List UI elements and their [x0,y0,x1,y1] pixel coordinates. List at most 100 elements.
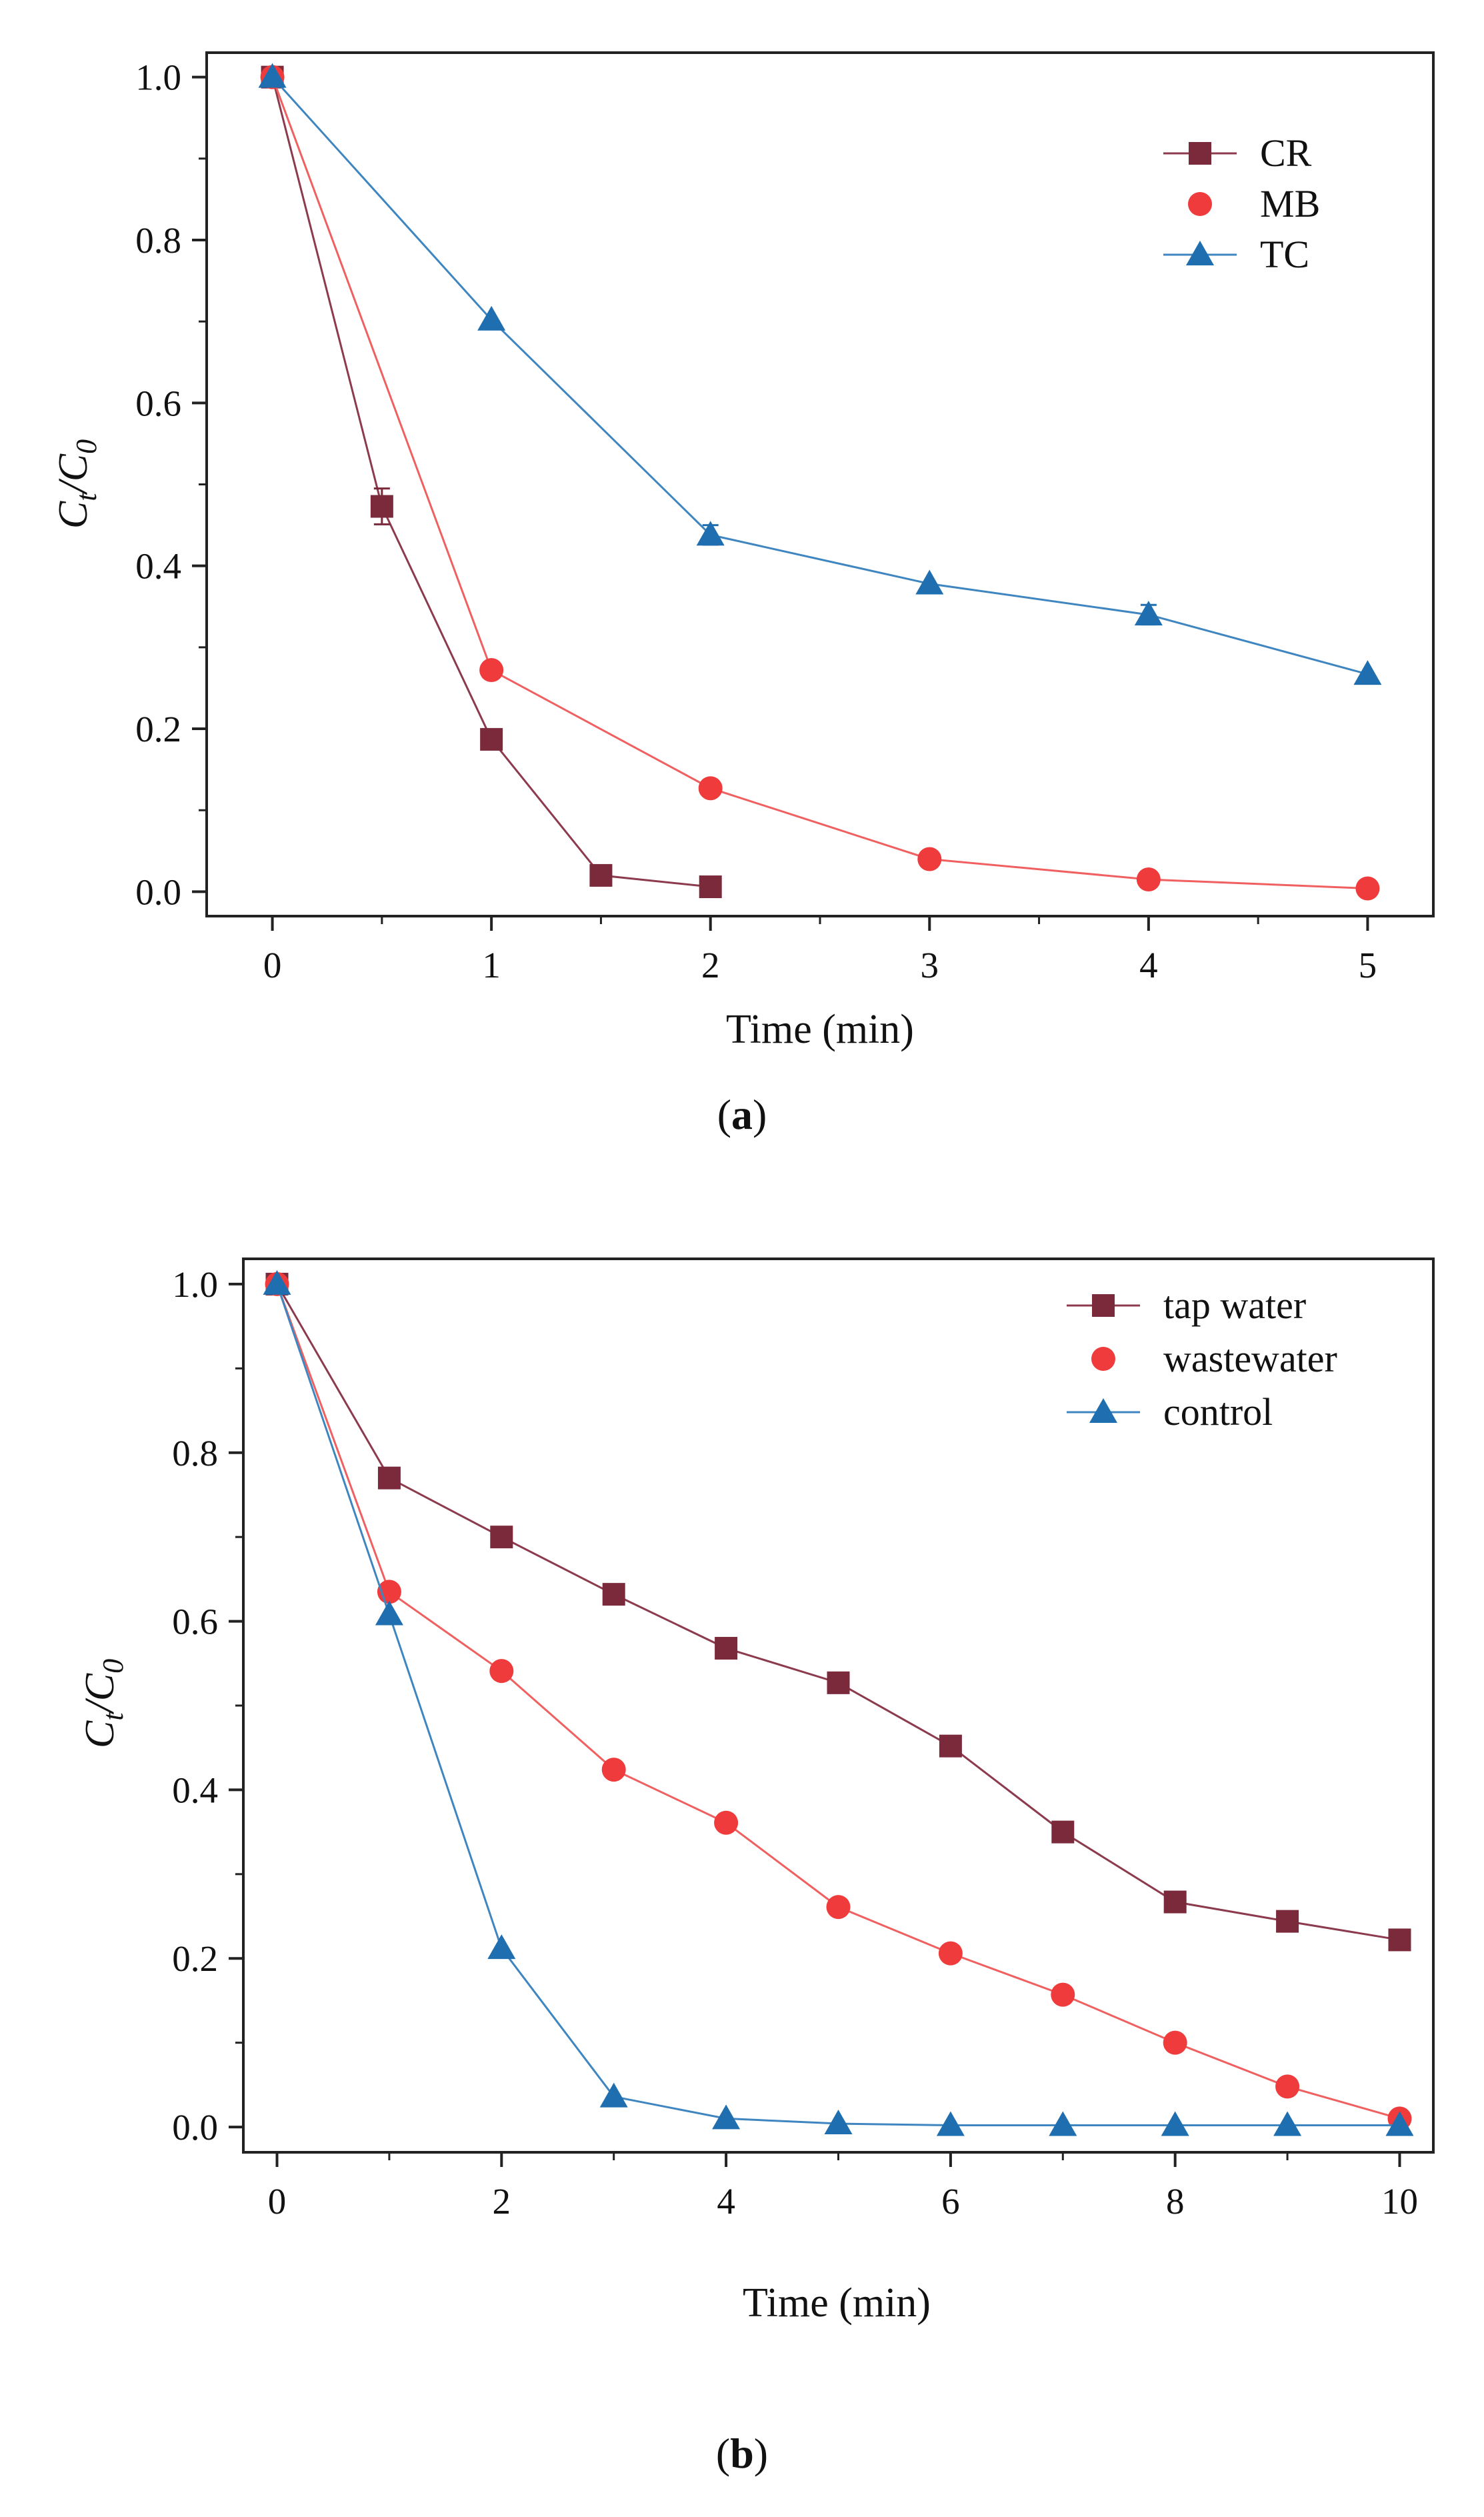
legend-marker-control [1089,1398,1117,1423]
data-point-control [936,2111,965,2136]
legend-label-tap-water: tap water [1163,1284,1306,1327]
y-tick-label: 1.0 [135,57,181,98]
y-axis-title: Ct/C0 [77,1659,129,1748]
data-point-control [599,2082,628,2108]
data-point-wastewater [1275,2074,1300,2099]
series-line-tc [271,76,1368,675]
legend-marker-mb [1188,192,1212,216]
data-point-tc [258,63,287,88]
data-point-cr [480,727,503,751]
data-point-control [824,2110,853,2135]
data-point-tc [1134,600,1163,625]
data-point-tc [696,521,725,546]
x-tick-label: 4 [717,2181,735,2222]
y-tick-label: 0.8 [135,220,181,261]
data-point-cr [370,495,393,518]
x-tick-label: 10 [1381,2181,1418,2222]
data-point-tap-water [1388,1928,1411,1952]
data-point-cr [699,875,722,899]
data-point-tap-water [1276,1910,1299,1933]
data-point-wastewater [489,1659,514,1684]
data-point-control [375,1600,403,1626]
legend-label-cr: CR [1260,131,1312,175]
y-axis-title: Ct/C0 [51,439,103,529]
ticks-layer: 0 2 4 6 8 10 0.0 0.2 0.4 0.6 0.8 1.0 [172,1264,1418,2222]
x-axis-title: Time (min) [743,2280,931,2326]
y-tick-label: 0.8 [172,1433,218,1474]
data-point-control [1161,2111,1189,2136]
series-line-mb [271,77,1368,889]
x-tick-label: 3 [921,945,939,985]
series-layer [258,63,1382,901]
y-tick-label: 0.0 [172,2107,218,2148]
y-axis-title-main: C [51,501,96,529]
data-point-tc [1353,660,1382,685]
data-point-tap-water [377,1466,401,1490]
x-tick-label: 5 [1359,945,1377,985]
series-line-tap-water [276,1284,1400,1941]
x-tick-label: 6 [941,2181,960,2222]
y-tick-label: 0.6 [135,383,181,423]
y-tick-label: 0.2 [135,709,181,749]
y-tick-label: 0.4 [135,546,181,587]
y-tick-label: 0.0 [135,871,181,912]
x-tick-label: 0 [268,2181,287,2222]
x-tick-label: 2 [493,2181,511,2222]
data-point-wastewater [1051,1982,1075,2007]
y-tick-label: 0.6 [172,1602,218,1642]
data-point-wastewater [826,1895,851,1920]
x-tick-label: 8 [1166,2181,1185,2222]
data-point-tc [477,305,506,331]
caption-open: ( [716,2430,730,2477]
chart-panel-b: 0 2 4 6 8 10 0.0 0.2 0.4 0.6 0.8 1.0 tap water waste… [77,1257,1435,2477]
caption-letter: a [731,1091,753,1138]
legend: tap water wastewater control [1067,1284,1337,1434]
data-point-tap-water [827,1671,850,1694]
caption-close: ) [753,1091,767,1138]
series-line-cr [271,77,711,888]
data-point-cr [589,863,613,887]
data-point-tap-water [602,1583,625,1606]
x-tick-label: 2 [701,945,720,985]
data-point-control [1385,2111,1414,2136]
data-point-tc [915,569,944,595]
caption-open: ( [717,1091,731,1138]
y-tick-label: 0.4 [172,1770,218,1810]
data-point-wastewater [714,1810,739,1835]
legend-label-wastewater: wastewater [1163,1337,1337,1380]
legend-label-tc: TC [1260,233,1309,276]
legend-marker-tc [1186,241,1214,265]
data-point-control [1273,2111,1302,2136]
y-tick-label: 1.0 [172,1264,218,1305]
x-axis-title: Time (min) [726,1007,914,1052]
panel-caption: (a) [717,1091,767,1138]
data-point-wastewater [938,1941,963,1966]
y-axis-title-main: C [77,1720,123,1748]
chart-panel-a: 0 1 2 3 4 5 0.0 0.2 0.4 0.6 0.8 1.0 CR MB TC Time (mi… [51,51,1435,1138]
x-tick-label: 4 [1139,945,1158,985]
data-point-mb [1136,867,1161,892]
y-axis-title-sub-t: t [70,492,103,501]
data-point-mb [917,847,942,871]
plot-frame [205,51,1435,917]
y-axis-title-sub-0: 0 [70,439,103,454]
data-point-mb [1355,876,1380,901]
data-point-control [263,1270,291,1295]
x-tick-label: 1 [482,945,501,985]
y-axis-title-main-2: C [51,453,96,481]
legend: CR MB TC [1163,131,1320,276]
data-point-tap-water [715,1637,738,1660]
panel-caption: (b) [716,2430,768,2477]
y-tick-label: 0.2 [172,1938,218,1979]
data-point-tap-water [1163,1890,1187,1914]
data-point-tap-water [490,1526,513,1549]
y-axis-title-sub-t: t [97,1712,129,1721]
data-point-mb [698,776,723,801]
data-point-control [712,2104,741,2130]
data-point-wastewater [601,1758,626,1782]
data-point-control [1049,2111,1077,2136]
x-tick-label: 0 [263,945,282,985]
legend-label-mb: MB [1260,182,1320,225]
data-point-wastewater [1163,2030,1187,2055]
legend-label-control: control [1163,1390,1273,1434]
